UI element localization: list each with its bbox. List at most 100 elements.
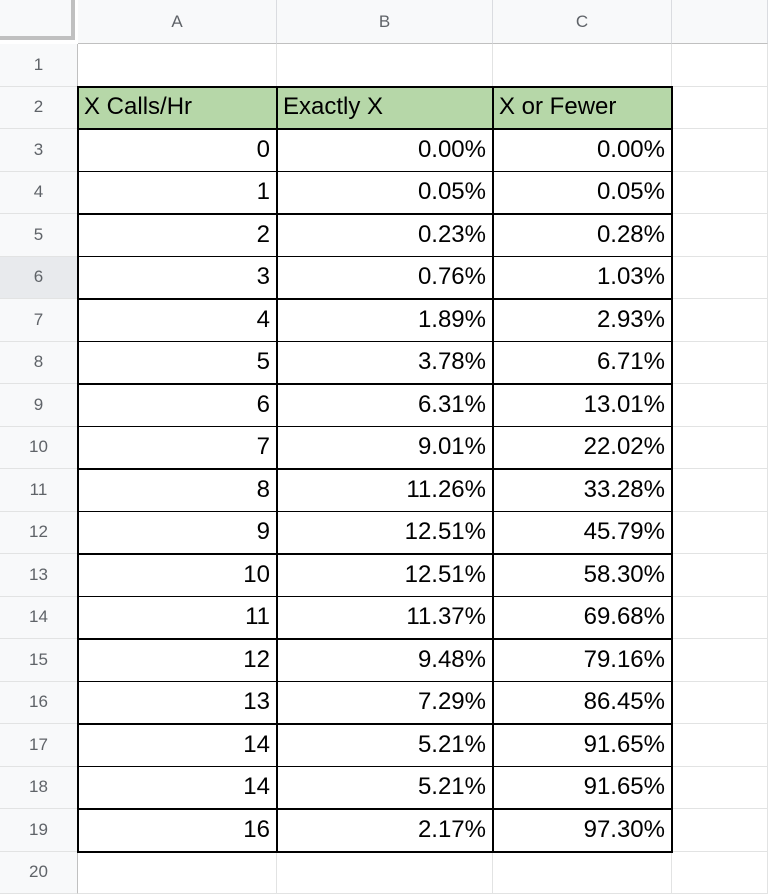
table-cell-b[interactable]: 3.78% bbox=[277, 342, 493, 385]
table-cell-a[interactable]: 16 bbox=[78, 809, 277, 852]
cell-empty[interactable] bbox=[672, 384, 768, 427]
cell-empty[interactable] bbox=[672, 129, 768, 172]
table-cell-b[interactable]: 1.89% bbox=[277, 299, 493, 342]
table-cell-b[interactable]: 11.26% bbox=[277, 469, 493, 512]
row-header-3[interactable]: 3 bbox=[0, 129, 78, 172]
table-cell-b[interactable]: 9.48% bbox=[277, 639, 493, 682]
cell-empty[interactable] bbox=[672, 257, 768, 300]
table-cell-a[interactable]: 11 bbox=[78, 597, 277, 640]
cell-empty[interactable] bbox=[672, 682, 768, 725]
table-cell-b[interactable]: 5.21% bbox=[277, 724, 493, 767]
row-header-8[interactable]: 8 bbox=[0, 342, 78, 385]
table-header-c[interactable]: X or Fewer bbox=[493, 87, 672, 130]
table-cell-b[interactable]: 12.51% bbox=[277, 554, 493, 597]
table-cell-a[interactable]: 4 bbox=[78, 299, 277, 342]
table-cell-c[interactable]: 91.65% bbox=[493, 767, 672, 810]
table-cell-c[interactable]: 1.03% bbox=[493, 257, 672, 300]
row-header-1[interactable]: 1 bbox=[0, 44, 78, 87]
table-cell-c[interactable]: 0.05% bbox=[493, 172, 672, 215]
row-header-14[interactable]: 14 bbox=[0, 597, 78, 640]
cell-empty[interactable] bbox=[78, 852, 277, 894]
column-header-extra[interactable] bbox=[672, 0, 768, 44]
table-cell-b[interactable]: 0.76% bbox=[277, 257, 493, 300]
table-cell-a[interactable]: 6 bbox=[78, 384, 277, 427]
cell-empty[interactable] bbox=[672, 597, 768, 640]
table-cell-a[interactable]: 8 bbox=[78, 469, 277, 512]
table-cell-c[interactable]: 2.93% bbox=[493, 299, 672, 342]
row-header-18[interactable]: 18 bbox=[0, 767, 78, 810]
row-header-4[interactable]: 4 bbox=[0, 172, 78, 215]
table-cell-c[interactable]: 79.16% bbox=[493, 639, 672, 682]
row-header-16[interactable]: 16 bbox=[0, 682, 78, 725]
table-cell-b[interactable]: 5.21% bbox=[277, 767, 493, 810]
cell-empty[interactable] bbox=[672, 809, 768, 852]
column-header-a[interactable]: A bbox=[78, 0, 277, 44]
row-header-12[interactable]: 12 bbox=[0, 512, 78, 555]
cell-empty[interactable] bbox=[672, 767, 768, 810]
row-header-6[interactable]: 6 bbox=[0, 257, 78, 300]
row-header-2[interactable]: 2 bbox=[0, 87, 78, 130]
cell-empty[interactable] bbox=[672, 639, 768, 682]
cell-empty[interactable] bbox=[672, 172, 768, 215]
cell-empty[interactable] bbox=[672, 512, 768, 555]
table-cell-b[interactable]: 7.29% bbox=[277, 682, 493, 725]
table-cell-b[interactable]: 11.37% bbox=[277, 597, 493, 640]
cell-empty[interactable] bbox=[277, 44, 493, 87]
cell-empty[interactable] bbox=[672, 342, 768, 385]
table-cell-a[interactable]: 2 bbox=[78, 214, 277, 257]
cell-empty[interactable] bbox=[672, 299, 768, 342]
cell-empty[interactable] bbox=[277, 852, 493, 894]
cell-empty[interactable] bbox=[672, 214, 768, 257]
row-header-19[interactable]: 19 bbox=[0, 809, 78, 852]
cell-empty[interactable] bbox=[672, 427, 768, 470]
row-header-5[interactable]: 5 bbox=[0, 214, 78, 257]
table-cell-b[interactable]: 0.05% bbox=[277, 172, 493, 215]
row-header-7[interactable]: 7 bbox=[0, 299, 78, 342]
table-cell-b[interactable]: 12.51% bbox=[277, 512, 493, 555]
table-cell-c[interactable]: 45.79% bbox=[493, 512, 672, 555]
cell-empty[interactable] bbox=[672, 87, 768, 130]
table-cell-a[interactable]: 5 bbox=[78, 342, 277, 385]
table-header-b[interactable]: Exactly X bbox=[277, 87, 493, 130]
select-all-corner[interactable] bbox=[0, 0, 75, 40]
row-header-17[interactable]: 17 bbox=[0, 724, 78, 767]
table-cell-c[interactable]: 58.30% bbox=[493, 554, 672, 597]
row-header-9[interactable]: 9 bbox=[0, 384, 78, 427]
row-header-13[interactable]: 13 bbox=[0, 554, 78, 597]
column-header-b[interactable]: B bbox=[277, 0, 493, 44]
table-cell-c[interactable]: 0.00% bbox=[493, 129, 672, 172]
table-cell-c[interactable]: 22.02% bbox=[493, 427, 672, 470]
table-cell-c[interactable]: 97.30% bbox=[493, 809, 672, 852]
table-cell-a[interactable]: 3 bbox=[78, 257, 277, 300]
table-cell-c[interactable]: 0.28% bbox=[493, 214, 672, 257]
table-cell-a[interactable]: 9 bbox=[78, 512, 277, 555]
cell-empty[interactable] bbox=[493, 852, 672, 894]
row-header-10[interactable]: 10 bbox=[0, 427, 78, 470]
row-header-15[interactable]: 15 bbox=[0, 639, 78, 682]
table-cell-b[interactable]: 0.23% bbox=[277, 214, 493, 257]
table-cell-a[interactable]: 10 bbox=[78, 554, 277, 597]
table-cell-a[interactable]: 0 bbox=[78, 129, 277, 172]
cell-empty[interactable] bbox=[672, 44, 768, 87]
table-cell-a[interactable]: 1 bbox=[78, 172, 277, 215]
cell-empty[interactable] bbox=[672, 724, 768, 767]
table-cell-c[interactable]: 91.65% bbox=[493, 724, 672, 767]
table-cell-a[interactable]: 13 bbox=[78, 682, 277, 725]
table-cell-b[interactable]: 9.01% bbox=[277, 427, 493, 470]
table-cell-a[interactable]: 14 bbox=[78, 724, 277, 767]
column-header-c[interactable]: C bbox=[493, 0, 672, 44]
cell-empty[interactable] bbox=[672, 852, 768, 894]
table-cell-a[interactable]: 12 bbox=[78, 639, 277, 682]
table-cell-c[interactable]: 13.01% bbox=[493, 384, 672, 427]
table-cell-b[interactable]: 0.00% bbox=[277, 129, 493, 172]
row-header-11[interactable]: 11 bbox=[0, 469, 78, 512]
table-cell-b[interactable]: 6.31% bbox=[277, 384, 493, 427]
table-cell-c[interactable]: 86.45% bbox=[493, 682, 672, 725]
table-cell-c[interactable]: 6.71% bbox=[493, 342, 672, 385]
cell-empty[interactable] bbox=[78, 44, 277, 87]
table-cell-c[interactable]: 69.68% bbox=[493, 597, 672, 640]
table-cell-b[interactable]: 2.17% bbox=[277, 809, 493, 852]
table-header-a[interactable]: X Calls/Hr bbox=[78, 87, 277, 130]
table-cell-a[interactable]: 7 bbox=[78, 427, 277, 470]
cell-empty[interactable] bbox=[493, 44, 672, 87]
